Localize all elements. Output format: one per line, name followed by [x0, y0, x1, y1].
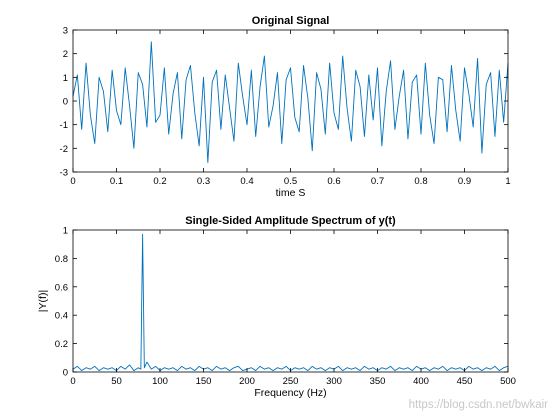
- x-tick-label: 0.2: [153, 176, 166, 187]
- y-tick-label: -1: [60, 120, 68, 131]
- series-line: [72, 41, 509, 163]
- series-line: [72, 233, 509, 372]
- y-tick-label: -2: [60, 144, 68, 155]
- x-tick-label: 400: [413, 376, 429, 387]
- x-tick-label: 0.4: [240, 176, 253, 187]
- axes-frame: [72, 229, 509, 373]
- chart-title: Single-Sided Amplitude Spectrum of y(t): [185, 215, 396, 227]
- x-tick-label: 0.3: [197, 176, 210, 187]
- y-tick-label: 0: [63, 97, 68, 108]
- x-tick-label: 0.1: [110, 176, 123, 187]
- x-tick-label: 0: [70, 176, 75, 187]
- x-tick-label: 0.8: [414, 176, 427, 187]
- x-tick-label: 500: [500, 376, 516, 387]
- x-tick-label: 0: [70, 376, 75, 387]
- x-tick-label: 0.6: [327, 176, 340, 187]
- x-tick-label: 100: [152, 376, 168, 387]
- x-tick-label: 1: [505, 176, 510, 187]
- axes-frame: [72, 29, 509, 173]
- y-tick-label: 1: [63, 226, 68, 237]
- x-tick-label: 0.7: [371, 176, 384, 187]
- y-tick-label: 0.6: [55, 282, 68, 293]
- x-axis-label: time S: [276, 187, 306, 199]
- plot-original-signal: 0 0.1 0.2 0.3 0.4 0.5 0.6 0.7 0.8 0.9 1 -3 -2 -1 0 1 2 3 O…: [60, 15, 511, 199]
- y-tick-label: 0.4: [55, 311, 68, 322]
- x-tick-label: 0.5: [284, 176, 297, 187]
- y-tick-label: 0: [63, 368, 68, 379]
- x-tick-label: 150: [196, 376, 212, 387]
- x-tick-label: 200: [239, 376, 255, 387]
- y-tick-label: 0.8: [55, 254, 68, 265]
- y-tick-label: 1: [63, 73, 68, 84]
- x-tick-label: 450: [457, 376, 473, 387]
- plot-amplitude-spectrum: 0 50 100 150 200 250 300 350 400 450 500 0 0.2 0.4 0.6…: [37, 215, 516, 399]
- x-tick-label: 350: [370, 376, 386, 387]
- y-tick-label: 3: [63, 26, 68, 37]
- x-tick-label: 50: [111, 376, 122, 387]
- y-tick-label: -3: [60, 168, 68, 179]
- y-tick-label: 2: [63, 49, 68, 60]
- x-tick-label: 300: [326, 376, 342, 387]
- x-tick-label: 0.9: [458, 176, 471, 187]
- watermark: https://blog.csdn.net/bwkair: [409, 399, 549, 411]
- chart-title: Original Signal: [252, 15, 330, 27]
- y-axis-label: |Y(f)|: [37, 290, 49, 312]
- y-tick-label: 0.2: [55, 339, 68, 350]
- x-axis-label: Frequency (Hz): [254, 387, 326, 399]
- x-tick-label: 250: [283, 376, 299, 387]
